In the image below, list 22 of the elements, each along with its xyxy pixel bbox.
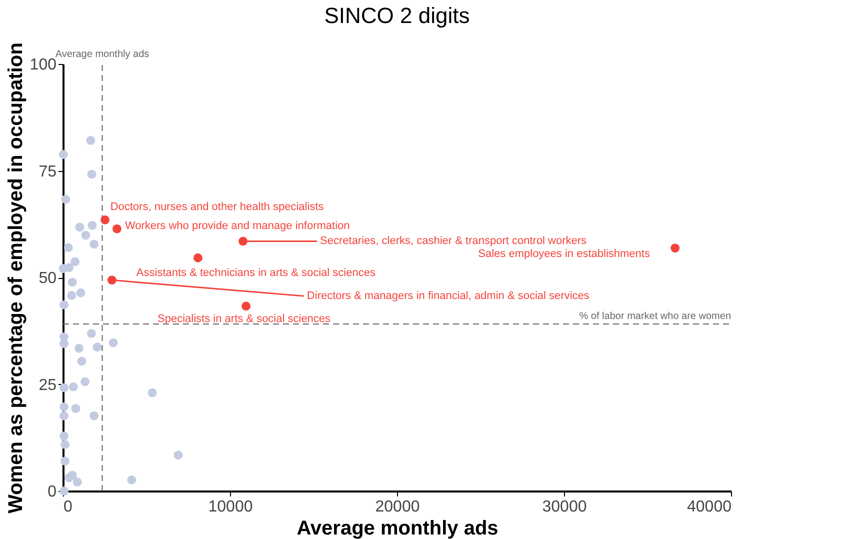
annotation: Doctors, nurses and other health specialists xyxy=(110,200,324,213)
x-tick-label: 40000 xyxy=(687,498,732,516)
y-tick-label: 100 xyxy=(30,56,57,74)
x-axis-title: Average monthly ads xyxy=(296,518,498,539)
chart-title: SINCO 2 digits xyxy=(324,3,470,28)
x-tick-label: 10000 xyxy=(208,498,253,516)
y-tick-label: 75 xyxy=(38,163,57,180)
ref-line-label: % of labor market who are women xyxy=(579,311,731,322)
x-tick-label: 20000 xyxy=(375,498,420,516)
y-tick-label: 50 xyxy=(38,270,57,287)
annotation: Assistants & technicians in arts & social sciences xyxy=(136,266,376,279)
y-axis-title: Women as percentage of employed in occupation xyxy=(4,42,27,514)
y-tick-label: 25 xyxy=(38,376,57,394)
x-tick-label: 0 xyxy=(64,498,72,516)
annotation: Specialists in arts & social sciences xyxy=(158,313,332,326)
x-tick-label: 30000 xyxy=(542,498,587,516)
y-tick-label: 0 xyxy=(48,484,57,500)
annotation: Secretaries, clerks, cashier & transport control workers xyxy=(320,235,588,248)
annotation: Workers who provide and manage information xyxy=(124,220,350,232)
ref-line-label: Average monthly ads xyxy=(55,49,150,60)
annotation: Sales employees in establishments xyxy=(478,248,650,260)
annotation: Directors & managers in financial, admin & social services xyxy=(306,290,590,302)
